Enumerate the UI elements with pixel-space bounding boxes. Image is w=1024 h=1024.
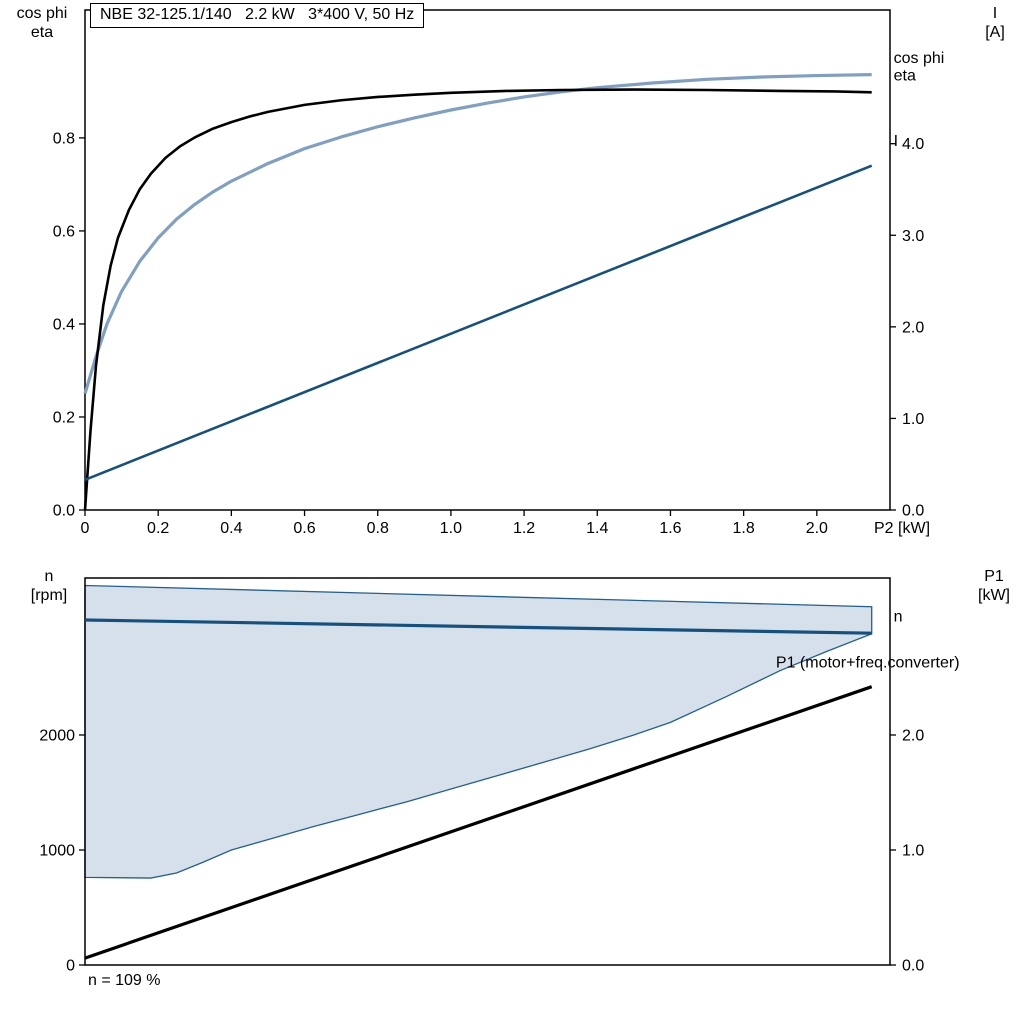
x-tick-label: 1.4 <box>586 520 608 537</box>
axis-header-speed-unit: [rpm] <box>30 587 68 605</box>
y-left-tick-label: 0.8 <box>53 130 75 147</box>
top-right-axis-header: I [A] <box>972 4 1018 42</box>
chart-bottom: 0 1000 2000 0.0 1.0 2.0 n P1 (motor+freq.conver… <box>39 577 960 975</box>
x-tick-label: 1.2 <box>513 520 535 537</box>
series-eta <box>83 88 872 511</box>
x-tick-label: 2.0 <box>806 520 828 537</box>
y-left-tick-label: 0.2 <box>53 409 75 426</box>
bottom-left-axis-header: n [rpm] <box>18 567 80 605</box>
curve-label: P1 (motor+freq.converter) <box>776 655 960 672</box>
chart-top: 0 0.2 0.4 0.6 0.8 1.0 1.2 1.4 1.6 1.8 2.0 P2 [kW]0.… <box>53 9 945 537</box>
curve-label: I <box>894 133 898 150</box>
bottom-chart-frame <box>84 577 891 966</box>
y-right-tick-label: 1.0 <box>902 411 924 428</box>
series-p1 <box>84 685 873 960</box>
axis-header-p1-unit: [kW] <box>978 587 1010 605</box>
y-right-tick-label: 2.0 <box>902 319 924 336</box>
y-left-tick-label: 0.6 <box>53 223 75 240</box>
x-tick-label: 1.8 <box>733 520 755 537</box>
bottom-right-axis-header: P1 [kW] <box>968 567 1020 605</box>
x-tick-label: 0.6 <box>293 520 315 537</box>
top-chart-frame <box>84 9 891 511</box>
axis-header-p1: P1 <box>984 568 1004 585</box>
speed-percent-footnote: n = 109 % <box>88 972 161 989</box>
x-tick-label: 0.4 <box>220 520 242 537</box>
axis-header-current-unit: [A] <box>985 24 1005 42</box>
curve-label: n <box>894 609 903 626</box>
top-left-axis-header: cos phi eta <box>6 4 78 42</box>
y-left-tick-label: 1000 <box>39 842 75 859</box>
x-tick-label: 0.2 <box>147 520 169 537</box>
y-left-tick-label: 0.0 <box>53 503 75 520</box>
x-tick-label: 1.0 <box>440 520 462 537</box>
y-right-tick-label: 0.0 <box>902 503 924 520</box>
y-right-tick-label: 3.0 <box>902 228 924 245</box>
axis-header-eta: eta <box>30 24 54 42</box>
y-right-tick-label: 2.0 <box>902 727 924 744</box>
pump-title-box: NBE 32-125.1/140 2.2 kW 3*400 V, 50 Hz <box>90 3 425 28</box>
axis-header-current: I <box>992 5 998 22</box>
series-current <box>84 164 873 481</box>
series-cos-phi <box>83 73 872 395</box>
y-right-tick-label: 1.0 <box>902 842 924 859</box>
axis-header-speed: n <box>44 568 54 585</box>
x-tick-label: 0.8 <box>367 520 389 537</box>
axis-header-cos-phi: cos phi <box>16 5 68 22</box>
y-right-tick-label: 0.0 <box>902 958 924 975</box>
x-tick-label: 1.6 <box>659 520 681 537</box>
x-tick-label: 0 <box>81 520 90 537</box>
x-axis-label: P2 [kW] <box>874 520 930 537</box>
y-left-tick-label: 2000 <box>39 727 75 744</box>
curve-label: eta <box>894 68 916 85</box>
y-right-tick-label: 4.0 <box>902 136 924 153</box>
y-left-tick-label: 0.4 <box>53 316 75 333</box>
y-left-tick-label: 0 <box>66 958 75 975</box>
operating-range-envelope <box>84 584 873 879</box>
series-speed <box>84 618 872 635</box>
curve-label: cos phi <box>894 50 945 67</box>
